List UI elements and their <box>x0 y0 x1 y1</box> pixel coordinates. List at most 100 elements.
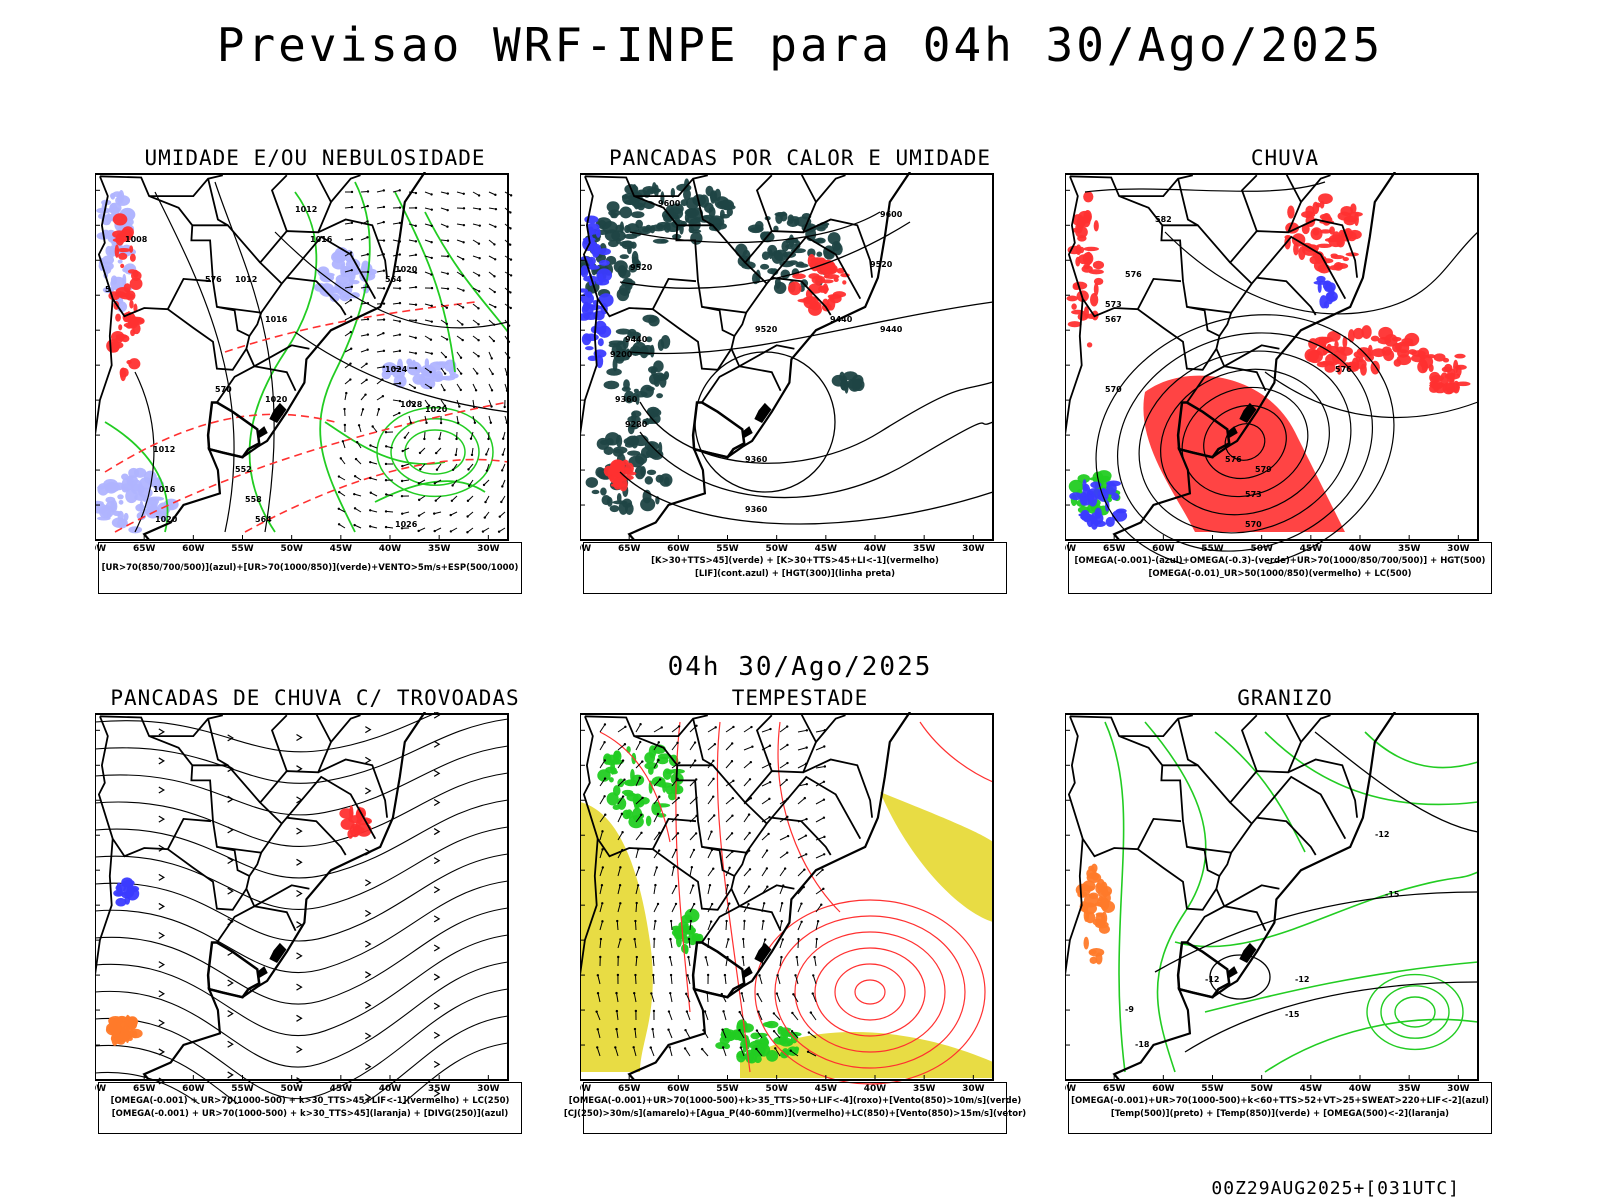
map-pancadas-trovoadas: 12S15S18S21S24S27S30S33S36S39S42S70W65W6… <box>95 712 535 1104</box>
panel-legend: [K>30+TTS>45](verde) + [K>30+TTS>45+LI<-… <box>583 542 1007 594</box>
lon-tick-label: 35W <box>428 1084 451 1094</box>
contour-label: 1016 <box>265 315 288 324</box>
lon-tick-label: 45W <box>1300 544 1323 554</box>
contour-label: 573 <box>1245 490 1262 499</box>
lon-tick-label: 40W <box>864 1084 887 1094</box>
rain-field: 582 576 573 567 570 576 579 573 570 576 <box>1066 181 1479 564</box>
panel-title: GRANIZO <box>1237 686 1333 710</box>
lon-tick-label: 50W <box>1250 544 1273 554</box>
lon-tick-label: 35W <box>428 544 451 554</box>
run-info: 00Z29AUG2025+[031UTC] <box>1211 1178 1460 1199</box>
panel-chuva: CHUVA 58257657356757057657957357057612S1… <box>1065 146 1505 636</box>
contour-label: 1028 <box>400 400 423 409</box>
legend-line: [UR>70(850/700/500)](azul)+[UR>70(1000/8… <box>101 562 519 573</box>
panel-legend: [OMEGA(-0.001)+UR>70(1000-500)+k>35_TTS>… <box>564 1082 1026 1134</box>
contour-label: 9360 <box>745 505 768 514</box>
map-umidade: 1012 1016 1008 1020 1012 1016 1020 1024 1028 1020… <box>95 172 535 564</box>
contour-label: 570 <box>1105 385 1122 394</box>
storm-field <box>580 721 994 1085</box>
lon-tick-label: 55W <box>716 1084 739 1094</box>
contour-label: 1026 <box>395 520 418 529</box>
map-frame: 12S15S18S21S24S27S30S33S36S39S42S70W65W6… <box>95 173 509 554</box>
contour-label: -15 <box>1285 1010 1300 1019</box>
lon-tick-label: 35W <box>1398 1084 1421 1094</box>
panel-legend: [OMEGA(-0.001)-(azul)+OMEGA(-0.3)-(verde… <box>1068 542 1492 594</box>
panel-legend: [UR>70(850/700/500)](azul)+[UR>70(1000/8… <box>98 542 522 594</box>
map-tempestade: 12S15S18S21S24S27S30S33S36S39S42S70W65W6… <box>580 712 1020 1104</box>
map-frame: 12S15S18S21S24S27S30S33S36S39S42S70W65W6… <box>1065 713 1479 1094</box>
contour-label: 570 <box>1245 520 1262 529</box>
contour-label: -12 <box>1295 975 1309 984</box>
legend-line: [Temp(500)](preto) + [Temp(850)](verde) … <box>1110 1109 1450 1119</box>
contour-label: 9360 <box>745 455 768 464</box>
contour-label: 1024 <box>385 365 408 374</box>
map-geography <box>580 172 911 541</box>
lon-tick-label: 60W <box>667 544 690 554</box>
panel-title: UMIDADE E/OU NEBULOSIDADE <box>144 146 486 170</box>
lon-tick-label: 50W <box>1250 1084 1273 1094</box>
lon-tick-label: 65W <box>133 544 156 554</box>
lon-tick-label: 30W <box>1447 1084 1470 1094</box>
lon-tick-label: 55W <box>1201 1084 1224 1094</box>
map-geography <box>95 712 426 1081</box>
lon-tick-label: 70W <box>95 544 106 554</box>
lon-tick-label: 35W <box>913 1084 936 1094</box>
lon-tick-label: 60W <box>667 1084 690 1094</box>
contour-label: 564 <box>385 275 402 284</box>
panel-pancadas-trovoadas: PANCADAS DE CHUVA C/ TROVOADAS 12S15S18S… <box>95 686 535 1176</box>
legend-line: [OMEGA(-0.001) + UR>70(1000-500) + k>30_… <box>111 1109 509 1119</box>
panel-tempestade: TEMPESTADE 12S15S18S21S24S27S30S33S36S39… <box>564 686 1026 1176</box>
lon-tick-label: 70W <box>580 1084 591 1094</box>
panel-umidade: UMIDADE E/OU NEBULOSIDADE 1012 1016 1008 10… <box>95 146 535 636</box>
lon-tick-label: 45W <box>815 1084 838 1094</box>
panel-title: TEMPESTADE <box>731 686 869 710</box>
lon-tick-label: 40W <box>379 1084 402 1094</box>
contour-label: 579 <box>1255 465 1272 474</box>
lon-tick-label: 65W <box>1103 1084 1126 1094</box>
panel-granizo: GRANIZO -12-15-12-15-18-12-912S15S18S21S… <box>1065 686 1505 1176</box>
map-frame: 12S15S18S21S24S27S30S33S36S39S42S70W65W6… <box>1065 173 1479 554</box>
lon-tick-label: 40W <box>864 544 887 554</box>
lon-tick-label: 30W <box>1447 544 1470 554</box>
map-geography <box>1065 712 1396 1081</box>
contour-label: 9600 <box>658 199 681 208</box>
lon-tick-label: 65W <box>133 1084 156 1094</box>
map-geography <box>580 712 911 1081</box>
contour-label: 1020 <box>155 515 178 524</box>
contour-label: -12 <box>1375 830 1389 839</box>
lon-tick-label: 60W <box>182 544 205 554</box>
contour-label: 576 <box>1125 270 1142 279</box>
lon-tick-label: 50W <box>765 544 788 554</box>
contour-label: 9440 <box>625 335 648 344</box>
contour-label: 576 <box>1335 365 1352 374</box>
lon-tick-label: 30W <box>477 1084 500 1094</box>
hail-field: -12 -15 -12 -15 -18 -12 -9 <box>1075 721 1479 1073</box>
lon-tick-label: 35W <box>1398 544 1421 554</box>
contour-label: 573 <box>1105 300 1122 309</box>
contour-label: 9360 <box>615 395 638 404</box>
contour-label: 552 <box>235 465 252 474</box>
contour-label: 9440 <box>830 315 853 324</box>
legend-line: [CJ(250)>30m/s](amarelo)+[Agua_P(40-60mm… <box>563 1109 1027 1119</box>
legend-line: [OMEGA(-0.01)_UR>50(1000/850)(vermelho) … <box>1148 569 1412 579</box>
map-frame: 12S15S18S21S24S27S30S33S36S39S42S70W65W6… <box>580 713 994 1094</box>
lon-tick-label: 65W <box>1103 544 1126 554</box>
lon-tick-label: 55W <box>716 544 739 554</box>
lon-tick-label: 60W <box>1152 1084 1175 1094</box>
legend-line: [OMEGA(-0.001)+UR>70(1000-500)+k>35_TTS>… <box>568 1096 1022 1106</box>
panel-title: PANCADAS DE CHUVA C/ TROVOADAS <box>110 686 520 710</box>
lon-tick-label: 45W <box>330 544 353 554</box>
lon-tick-label: 40W <box>379 544 402 554</box>
legend-line: [K>30+TTS>45](verde) + [K>30+TTS>45+LI<-… <box>651 556 939 566</box>
contour-label: 1012 <box>153 445 175 454</box>
contour-label: 1008 <box>125 235 148 244</box>
lon-tick-label: 60W <box>1152 544 1175 554</box>
contour-label: 9200 <box>610 350 633 359</box>
contour-label: -9 <box>1125 1005 1134 1014</box>
legend-line: [LIF](cont.azul) + [HGT(300)](linha pret… <box>694 569 896 579</box>
lon-tick-label: 70W <box>1065 544 1076 554</box>
convection-field: 9600 9600 9520 9520 9440 9520 9440 9440 9360 9360… <box>580 178 994 525</box>
lon-tick-label: 45W <box>330 1084 353 1094</box>
lon-tick-label: 70W <box>580 544 591 554</box>
contour-label: 567 <box>1105 315 1122 324</box>
